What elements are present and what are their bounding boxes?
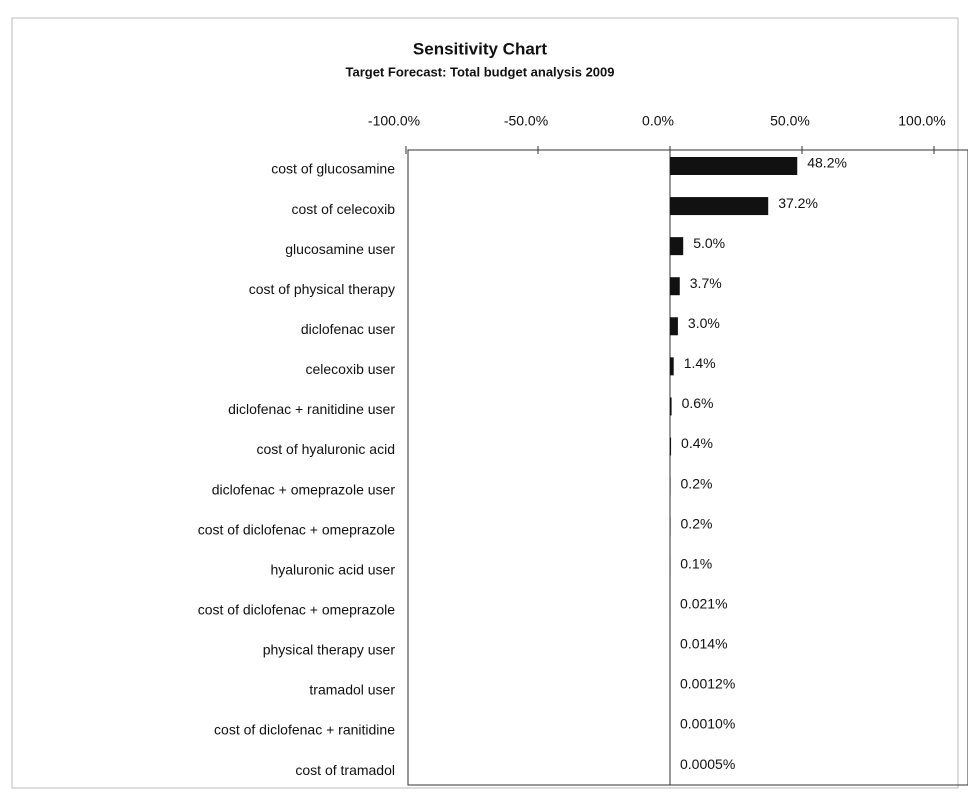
value-label: 48.2% bbox=[807, 155, 847, 171]
chart-title: Sensitivity Chart bbox=[413, 39, 547, 58]
value-label: 5.0% bbox=[693, 235, 725, 251]
category-label: tramadol user bbox=[309, 682, 395, 698]
bar bbox=[670, 197, 768, 215]
category-label: cost of glucosamine bbox=[271, 161, 395, 177]
category-label: cost of tramadol bbox=[295, 762, 395, 778]
value-label: 0.0005% bbox=[680, 756, 735, 772]
value-label: 0.6% bbox=[682, 395, 714, 411]
value-label: 0.4% bbox=[681, 435, 713, 451]
outer-frame bbox=[12, 18, 958, 788]
bar bbox=[670, 277, 680, 295]
x-tick-label: -100.0% bbox=[368, 113, 420, 129]
value-label: 0.2% bbox=[681, 475, 713, 491]
value-label: 0.021% bbox=[680, 595, 727, 611]
category-label: cost of diclofenac + omeprazole bbox=[198, 601, 395, 617]
category-label: celecoxib user bbox=[306, 361, 396, 377]
category-label: cost of diclofenac + omeprazole bbox=[198, 521, 395, 537]
category-label: cost of hyaluronic acid bbox=[256, 441, 395, 457]
bar bbox=[670, 157, 797, 175]
x-tick-label: 0.0% bbox=[642, 113, 674, 129]
category-label: hyaluronic acid user bbox=[270, 561, 395, 577]
category-label: diclofenac user bbox=[301, 321, 396, 337]
bar bbox=[670, 437, 671, 455]
category-label: physical therapy user bbox=[263, 642, 396, 658]
category-label: diclofenac + omeprazole user bbox=[212, 481, 396, 497]
category-label: cost of physical therapy bbox=[249, 281, 395, 297]
bar bbox=[670, 518, 671, 536]
value-label: 0.2% bbox=[681, 515, 713, 531]
bar bbox=[670, 237, 683, 255]
category-label: glucosamine user bbox=[285, 241, 395, 257]
value-label: 37.2% bbox=[778, 195, 818, 211]
x-tick-label: 50.0% bbox=[770, 113, 810, 129]
category-label: cost of celecoxib bbox=[292, 201, 396, 217]
chart-subtitle: Target Forecast: Total budget analysis 2… bbox=[346, 64, 615, 79]
value-label: 1.4% bbox=[684, 355, 716, 371]
value-label: 3.7% bbox=[690, 275, 722, 291]
value-label: 0.1% bbox=[680, 555, 712, 571]
x-tick-label: 100.0% bbox=[898, 113, 945, 129]
bar bbox=[670, 317, 678, 335]
bar bbox=[670, 397, 672, 415]
x-tick-label: -50.0% bbox=[504, 113, 548, 129]
value-label: 3.0% bbox=[688, 315, 720, 331]
bar bbox=[670, 357, 674, 375]
value-label: 0.0012% bbox=[680, 676, 735, 692]
category-label: cost of diclofenac + ranitidine bbox=[214, 722, 395, 738]
value-label: 0.0010% bbox=[680, 716, 735, 732]
value-label: 0.014% bbox=[680, 636, 727, 652]
category-label: diclofenac + ranitidine user bbox=[228, 401, 395, 417]
bar bbox=[670, 478, 671, 496]
